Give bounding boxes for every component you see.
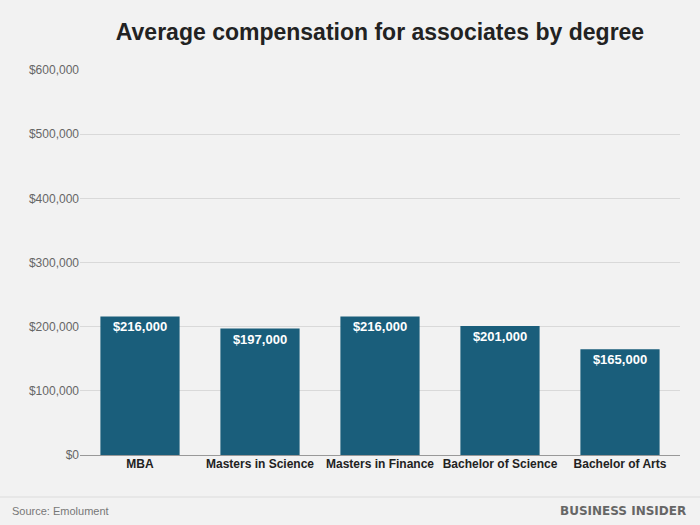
svg-text:BUSINESS INSIDER: BUSINESS INSIDER bbox=[560, 504, 686, 518]
svg-text:$216,000: $216,000 bbox=[113, 319, 167, 334]
svg-text:$165,000: $165,000 bbox=[593, 352, 647, 367]
svg-text:Bachelor of Arts: Bachelor of Arts bbox=[574, 457, 667, 471]
svg-text:$0: $0 bbox=[66, 448, 80, 462]
svg-text:$197,000: $197,000 bbox=[233, 332, 287, 347]
svg-text:$216,000: $216,000 bbox=[353, 319, 407, 334]
svg-text:$500,000: $500,000 bbox=[29, 127, 79, 141]
svg-text:$200,000: $200,000 bbox=[29, 320, 79, 334]
svg-text:Masters in Finance: Masters in Finance bbox=[326, 457, 434, 471]
svg-text:$300,000: $300,000 bbox=[29, 256, 79, 270]
svg-text:Average compensation for assoc: Average compensation for associates by d… bbox=[116, 19, 644, 45]
svg-text:$400,000: $400,000 bbox=[29, 192, 79, 206]
svg-text:$600,000: $600,000 bbox=[29, 63, 79, 77]
svg-text:$100,000: $100,000 bbox=[29, 384, 79, 398]
svg-text:MBA: MBA bbox=[126, 457, 154, 471]
svg-text:Source: Emolument: Source: Emolument bbox=[12, 505, 109, 517]
svg-text:Masters in Science: Masters in Science bbox=[206, 457, 314, 471]
svg-text:Bachelor of Science: Bachelor of Science bbox=[443, 457, 558, 471]
svg-text:$201,000: $201,000 bbox=[473, 329, 527, 344]
